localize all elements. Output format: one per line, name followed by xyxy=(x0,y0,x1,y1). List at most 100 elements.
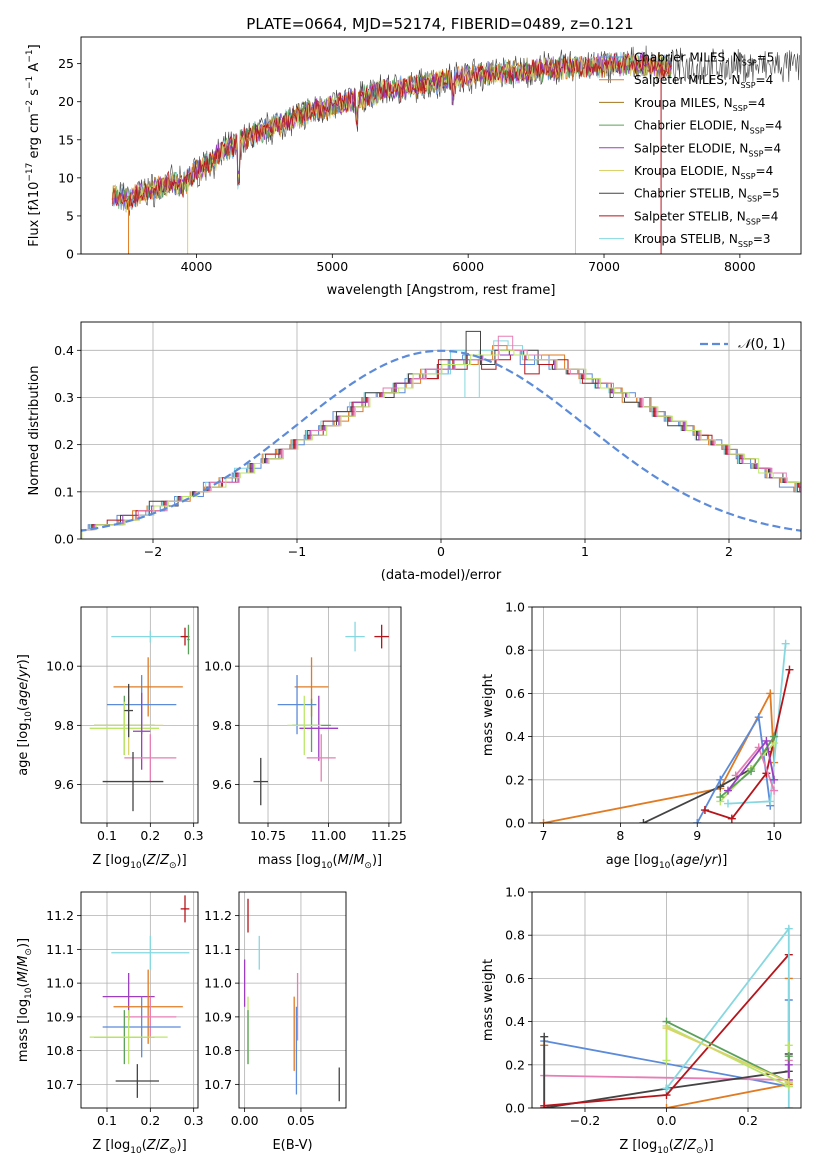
mass-weight-marker xyxy=(662,1104,671,1108)
x-axis-label: Z [log10(Z/Z⊙)] xyxy=(92,1138,186,1156)
legend-label: Chabrier STELIB, NSSP=5 xyxy=(634,187,780,204)
mass-weight-marker xyxy=(716,793,725,802)
mass-weight-marker xyxy=(716,775,725,784)
y-tick-label: 5 xyxy=(66,208,74,223)
mass-weight-marker xyxy=(785,665,794,674)
y-tick-label: 11.1 xyxy=(46,942,74,957)
x-axis-label: mass [log10(M/M⊙)] xyxy=(258,853,382,871)
x-tick-label: 7000 xyxy=(588,259,620,274)
y-tick-label: 0.0 xyxy=(54,532,74,547)
y-tick-label: 9.8 xyxy=(212,718,232,733)
y-tick-label: 10.9 xyxy=(46,1009,74,1024)
mass-weight-marker xyxy=(731,771,740,780)
y-tick-label: 0.0 xyxy=(505,1101,525,1116)
y-tick-label: 0.2 xyxy=(505,772,525,787)
x-axis-label: Z [log10(Z/Z⊙)] xyxy=(92,853,186,871)
x-tick-label: 8000 xyxy=(724,259,756,274)
mass-weight-marker xyxy=(723,786,732,795)
y-tick-label: 10.9 xyxy=(204,1009,232,1024)
mass-weight-vs-Z-plot-area xyxy=(540,924,793,1108)
mass-weight-marker xyxy=(766,797,775,806)
mass-weight-marker xyxy=(784,1104,793,1108)
mass-weight-marker xyxy=(766,689,775,698)
mass-weight-marker xyxy=(540,1032,549,1041)
y-axis-label: Flux [fλ10−17 erg cm−2 s−1 A−1] xyxy=(25,44,42,246)
x-axis-label: (data-model)/error xyxy=(381,568,502,583)
x-tick-label: 0.3 xyxy=(184,828,204,843)
legend-label: Kroupa STELIB, NSSP=3 xyxy=(634,232,771,249)
axes-frame xyxy=(80,321,802,540)
x-tick-label: 11.25 xyxy=(371,828,407,843)
y-tick-label: 0.8 xyxy=(505,643,525,658)
y-axis-label: mass [log10(M/M⊙)] xyxy=(16,938,34,1062)
y-tick-label: 9.6 xyxy=(54,777,74,792)
y-tick-label: 0.2 xyxy=(505,1057,525,1072)
mass-weight-marker xyxy=(639,819,648,823)
y-tick-label: 9.6 xyxy=(212,777,232,792)
y-tick-label: 10.0 xyxy=(204,659,232,674)
axes-frame xyxy=(531,606,802,824)
y-axis-label: mass weight xyxy=(481,674,496,756)
age-vs-Z-plot-area xyxy=(89,624,190,812)
x-tick-label: 0.3 xyxy=(184,1113,204,1128)
y-tick-label: 11.0 xyxy=(204,976,232,991)
x-tick-label: 0 xyxy=(437,544,445,559)
x-tick-label: 6000 xyxy=(452,259,484,274)
spectrum-panel: 4000 5000 6000 7000 8000 0 5 10 15 20 25 wavelength… xyxy=(25,36,802,298)
mass-weight-marker xyxy=(784,1052,793,1061)
x-axis-label: age [log10(age/yr)] xyxy=(606,853,728,871)
y-tick-label: 10.7 xyxy=(46,1077,74,1092)
mass-weight-line xyxy=(704,669,791,820)
mass-weight-marker xyxy=(540,1101,549,1108)
x-tick-label: 10 xyxy=(766,828,782,843)
mass-weight-marker xyxy=(662,1084,671,1093)
residuals-panel: −2 −1 0 1 2 0.0 0.1 0.2 0.3 0.4 (data-model)/error… xyxy=(27,321,802,583)
mass-weight-line xyxy=(666,1027,790,1083)
gaussian-reference-curve xyxy=(81,349,801,532)
age-vs-mass-plot-area xyxy=(253,621,389,806)
x-tick-label: −0.2 xyxy=(570,1113,600,1128)
mass-weight-marker xyxy=(784,924,793,933)
x-axis-label: E(B-V) xyxy=(272,1138,312,1153)
x-axis-label: Z [log10(Z/Z⊙)] xyxy=(619,1138,713,1156)
mass-weight-marker xyxy=(662,1024,671,1033)
legend-label: Chabrier ELODIE, NSSP=4 xyxy=(634,119,782,136)
legend-label: Chabrier MILES, NSSP=5 xyxy=(634,51,774,68)
x-tick-label: 0.2 xyxy=(140,1113,160,1128)
mass-weight-marker xyxy=(747,767,756,776)
x-tick-label: 2 xyxy=(725,544,733,559)
y-tick-label: 1.0 xyxy=(505,600,525,615)
y-axis-label: Normed distribution xyxy=(27,366,42,496)
y-tick-label: 0.2 xyxy=(54,437,74,452)
y-tick-label: 0.6 xyxy=(505,971,525,986)
mass-weight-marker xyxy=(762,736,771,745)
y-tick-label: 0.4 xyxy=(505,1014,525,1029)
axes-frame xyxy=(80,891,199,1109)
y-tick-label: 20 xyxy=(58,94,74,109)
axes-frame xyxy=(238,606,402,824)
age-vs-Z-panel: 0.1 0.2 0.3 9.6 9.8 10.0 Z [log10(Z/Z⊙)] age [l… xyxy=(16,606,204,871)
mass-weight-marker xyxy=(539,819,548,823)
x-tick-label: −1 xyxy=(288,544,306,559)
legend-label: Kroupa ELODIE, NSSP=4 xyxy=(634,164,773,181)
mass-weight-line xyxy=(543,690,775,823)
y-tick-label: 11.1 xyxy=(204,942,232,957)
y-axis-label: mass weight xyxy=(481,959,496,1041)
x-tick-label: 11.00 xyxy=(311,828,347,843)
mass-vs-Z-panel: 0.1 0.2 0.3 10.7 10.8 10.9 11.0 11.1 11.2 Z [log1… xyxy=(16,891,204,1156)
y-tick-label: 0 xyxy=(66,247,74,262)
y-tick-label: 0.1 xyxy=(54,484,74,499)
mass-weight-marker xyxy=(693,819,702,823)
residual-histogram xyxy=(81,349,801,539)
x-tick-label: 5000 xyxy=(316,259,348,274)
mass-weight-marker xyxy=(770,775,779,784)
figure-title: PLATE=0664, MJD=52174, FIBERID=0489, z=0… xyxy=(246,15,633,33)
y-tick-label: 11.2 xyxy=(204,908,232,923)
spectrum-plot-area xyxy=(111,45,800,254)
y-tick-label: 1.0 xyxy=(505,885,525,900)
y-tick-label: 10.8 xyxy=(46,1043,74,1058)
y-tick-label: 0.8 xyxy=(505,928,525,943)
y-tick-label: 9.8 xyxy=(54,718,74,733)
x-tick-label: 1 xyxy=(581,544,589,559)
mass-weight-marker xyxy=(770,786,779,795)
